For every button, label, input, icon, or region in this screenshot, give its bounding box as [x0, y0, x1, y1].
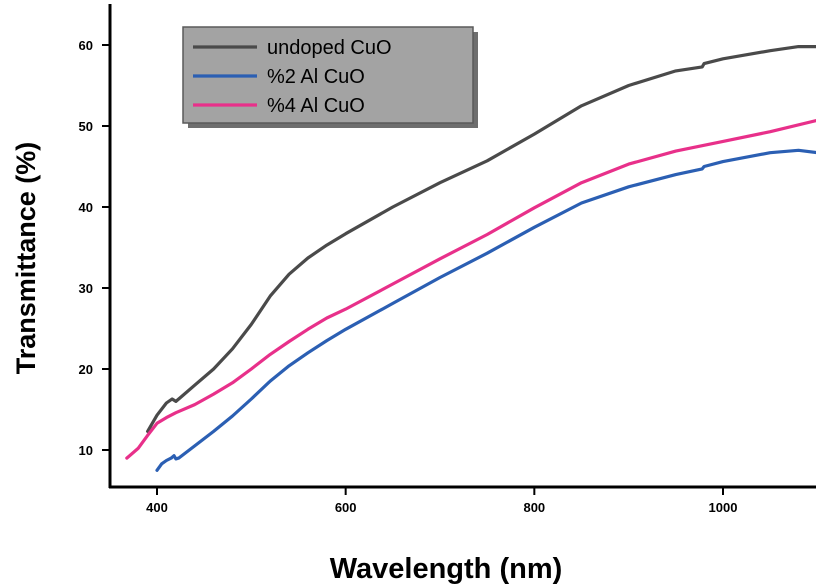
legend: undoped CuO %2 Al CuO %4 Al CuO	[182, 26, 478, 128]
x-tick-label: 800	[523, 500, 545, 515]
y-tick-label: 40	[79, 200, 93, 215]
y-tick-label: 10	[79, 443, 93, 458]
x-axis-ticks: 400 600 800 1000	[146, 487, 737, 515]
series-line-2	[155, 148, 816, 472]
x-tick-label: 1000	[709, 500, 738, 515]
legend-label-3: %4 Al CuO	[267, 95, 365, 117]
series-line-3	[125, 118, 816, 460]
x-tick-label: 600	[335, 500, 357, 515]
y-tick-label: 50	[79, 119, 93, 134]
y-tick-label: 60	[79, 38, 93, 53]
series-line-1	[146, 44, 816, 433]
y-tick-label: 30	[79, 281, 93, 296]
x-tick-label: 400	[146, 500, 168, 515]
legend-box	[182, 26, 474, 124]
legend-items: undoped CuO %2 Al CuO %4 Al CuO	[193, 37, 392, 117]
legend-label-1: undoped CuO	[267, 37, 392, 59]
y-axis-ticks: 10 20 30 40 50 60	[79, 38, 110, 458]
y-axis-title: Transmittance (%)	[11, 142, 41, 375]
series-lines	[125, 44, 816, 472]
x-axis-title: Wavelength (nm)	[330, 553, 563, 585]
legend-label-2: %2 Al CuO	[267, 66, 365, 88]
y-tick-label: 20	[79, 362, 93, 377]
